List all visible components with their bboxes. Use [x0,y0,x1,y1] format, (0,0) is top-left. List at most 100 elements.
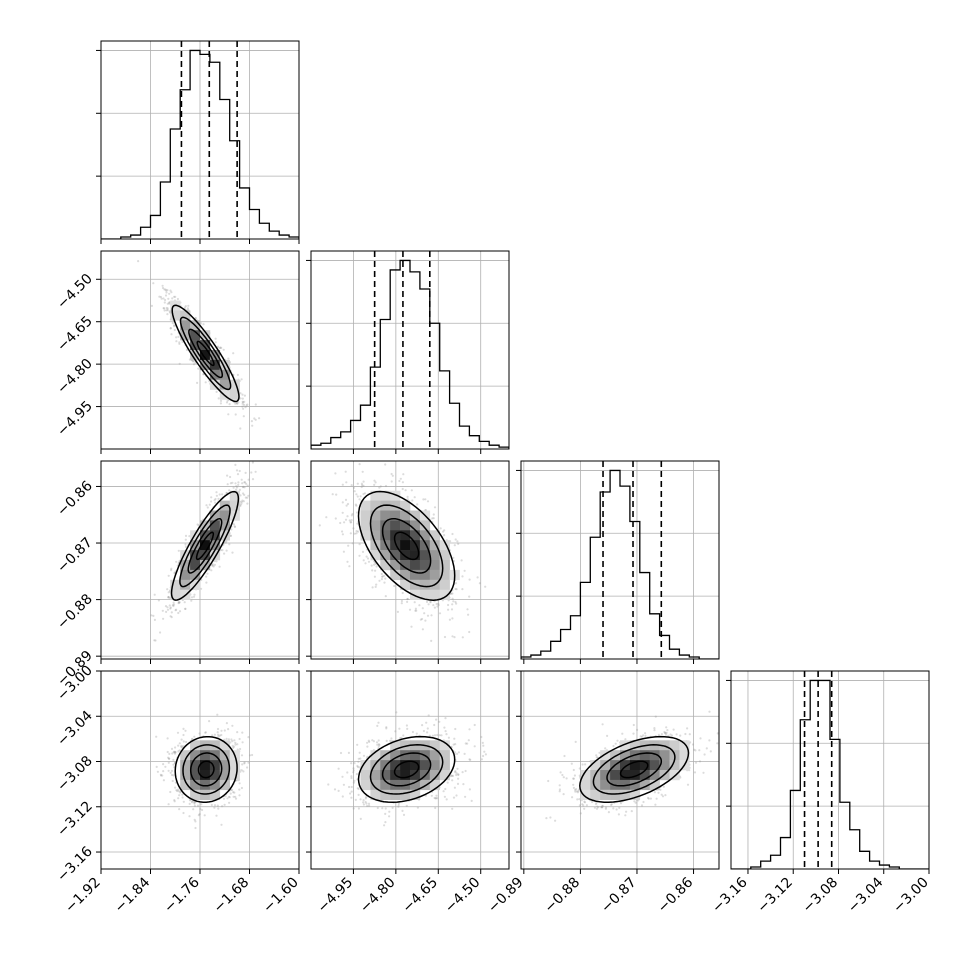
scatter-point [196,381,199,384]
scatter-point [241,402,244,405]
scatter-point [180,738,183,741]
scatter-point [227,413,230,416]
density-block [229,389,240,400]
density-block [410,520,421,531]
scatter-point [150,614,153,617]
scatter-point [244,406,247,409]
scatter-point [355,493,358,496]
scatter-point [247,478,250,481]
scatter-point [243,493,246,496]
scatter-point [325,516,328,519]
scatter-point [242,407,245,410]
scatter-point [217,733,220,736]
density-block [439,540,450,551]
scatter-point [254,403,257,406]
density-block [229,490,240,501]
scatter-point [353,532,356,535]
scatter-point [451,532,454,536]
density-block [180,320,191,331]
scatter-point [175,336,178,339]
scatter-point [239,747,242,751]
density-block [170,579,181,590]
contour-line [357,490,456,601]
scatter-point [242,492,245,495]
density-block [439,569,450,581]
scatter-point [346,515,349,518]
scatter-point [245,482,248,485]
scatter-point [454,538,457,541]
scatter-point [167,297,170,300]
scatter-point [163,301,166,304]
scatter-point [438,612,442,615]
scatter-point [193,593,196,596]
density-block [180,569,191,581]
scatter-point [413,496,416,499]
scatter-point [448,618,451,621]
scatter-point [426,500,430,503]
density-block [380,560,391,571]
scatter-point [187,304,190,307]
scatter-point [356,482,359,485]
scatter-point [213,559,216,563]
scatter-point [451,603,454,606]
scatter-point [228,403,231,406]
scatter-point [177,549,180,552]
scatter-point [241,397,244,400]
scatter-point [240,500,243,503]
scatter-point [231,481,234,484]
scatter-point [406,597,409,601]
scatter-point [331,493,334,496]
scatter-point [238,469,241,473]
scatter-point [232,486,235,489]
scatter-point [160,297,163,300]
density-block [390,520,401,531]
density-block [419,579,431,590]
scatter-point [341,533,344,536]
scatter-point [364,562,367,565]
scatter-point [363,492,367,495]
scatter-point [351,542,354,545]
density-block [209,359,221,371]
scatter-point [341,501,344,504]
scatter-point [192,595,196,598]
scatter-point [393,584,396,588]
density-block [429,530,440,541]
density-block [390,560,401,571]
scatter-point [408,608,412,611]
scatter-point [177,602,180,605]
scatter-point [378,486,381,489]
density-block [380,520,391,531]
scatter-point [421,628,424,631]
scatter-point [215,491,218,494]
scatter-point [406,600,409,604]
scatter-point [355,504,358,507]
scatter-point [362,484,365,487]
panel-border [310,460,510,660]
scatter-point [318,524,321,527]
scatter-point [426,614,430,617]
scatter-point [167,574,170,577]
scatter-point [174,295,177,298]
density-blocks [170,300,240,400]
panel-border [520,460,720,660]
scatter-point [137,260,140,263]
scatter-point [360,485,363,489]
density-block [410,560,421,571]
scatter-point [202,323,205,326]
scatter-point [478,582,481,585]
contour-line [196,340,215,367]
scatter-point [152,282,155,285]
scatter-point [414,609,417,612]
scatter-point [341,483,344,486]
scatter-point [371,586,374,589]
scatter-point [241,486,245,489]
scatter-point [226,474,229,477]
density-block [400,540,411,551]
scatter-point [164,294,168,297]
scatter-point [200,587,203,590]
density-block [200,359,211,371]
scatter-point [166,608,170,611]
scatter-point [358,498,361,501]
scatter-point [468,630,471,634]
scatter-point [168,302,171,305]
